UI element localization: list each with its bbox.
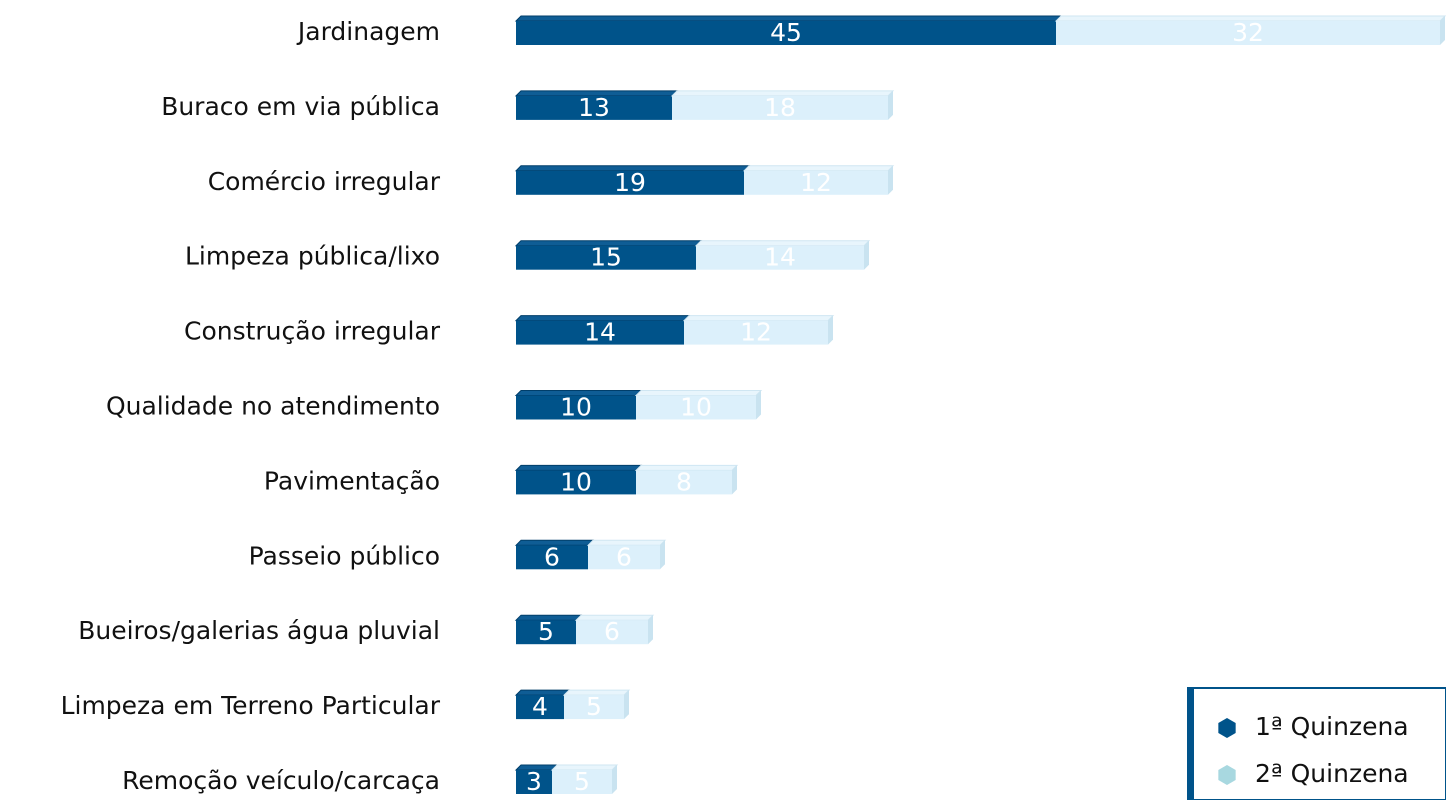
category-label: Remoção veículo/carcaça [122,766,440,795]
bar-side [612,765,617,794]
value-label: 15 [590,243,622,272]
value-label: 19 [614,168,646,197]
category-label: Construção irregular [184,317,441,346]
bar [516,620,576,645]
value-label: 8 [676,467,692,496]
bar [516,170,744,195]
bar [516,320,684,345]
bar [516,95,672,120]
bar [564,695,624,720]
category-label: Bueiros/galerias água pluvial [78,616,440,645]
category-label: Jardinagem [296,17,440,46]
legend-label: 1ª Quinzena [1255,712,1409,741]
bar [552,770,612,794]
bar [744,170,888,195]
bar [588,545,660,570]
value-label: 4 [532,692,548,721]
value-label: 6 [616,542,632,571]
legend-marker [1218,718,1236,738]
bar-side [864,240,869,270]
value-label: 5 [574,767,590,796]
category-label: Limpeza pública/lixo [185,242,440,271]
legend-marker [1218,765,1236,785]
legend-border [1188,688,1194,800]
bar-side [732,465,737,495]
value-label: 12 [800,168,832,197]
value-label: 10 [560,393,592,422]
value-label: 10 [680,393,712,422]
value-label: 14 [584,318,616,347]
legend-label: 2ª Quinzena [1255,759,1409,788]
bar [696,245,864,270]
bar [684,320,828,345]
bar-side [756,390,761,420]
bar [516,470,636,495]
value-label: 5 [586,692,602,721]
value-label: 6 [544,542,560,571]
bar [672,95,888,120]
bar-side [828,315,833,345]
value-label: 12 [740,318,772,347]
category-label: Limpeza em Terreno Particular [61,691,441,720]
bar [516,695,564,720]
value-label: 3 [526,767,542,796]
bar-side [888,165,893,195]
value-label: 45 [770,18,802,47]
bar [636,395,756,420]
value-label: 10 [560,467,592,496]
value-label: 13 [578,93,610,122]
bar-side [648,615,653,645]
bar-side [660,540,665,570]
value-label: 5 [538,617,554,646]
value-label: 14 [764,243,796,272]
bar [516,545,588,570]
category-label: Pavimentação [264,466,440,495]
category-label: Buraco em via pública [161,92,440,121]
bar [516,770,552,794]
bar [576,620,648,645]
bar [516,21,1056,45]
category-label: Qualidade no atendimento [106,392,440,421]
category-label: Comércio irregular [208,167,441,196]
category-label: Passeio público [249,541,440,570]
bar [1056,21,1440,45]
value-label: 32 [1232,18,1264,47]
value-label: 6 [604,617,620,646]
bar [516,395,636,420]
bar-side [624,690,629,720]
bar [516,245,696,270]
bar-side [888,90,893,120]
value-label: 18 [764,93,796,122]
bar [636,470,732,495]
bar-side [1440,16,1445,45]
